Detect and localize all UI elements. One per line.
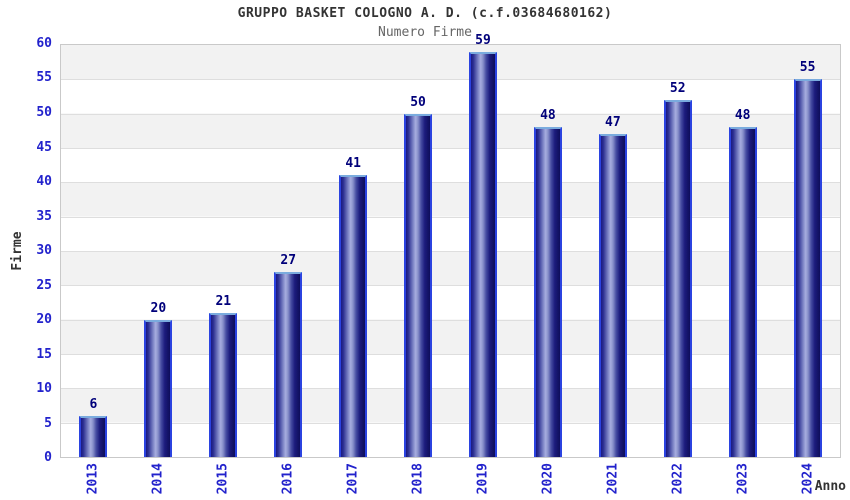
gridline	[61, 182, 840, 184]
x-tick-label: 2013	[85, 463, 101, 495]
bar-2020	[533, 127, 562, 457]
gridline	[61, 148, 840, 149]
bar-slot: 55	[775, 45, 840, 457]
bar-2024	[793, 79, 822, 457]
y-tick-label: 0	[44, 450, 52, 465]
x-tick-label: 2019	[475, 463, 491, 495]
bar-slot: 20	[126, 45, 191, 457]
bar-slot: 27	[256, 45, 321, 457]
y-tick-label: 5	[44, 415, 52, 431]
y-tick-label: 60	[36, 36, 52, 51]
gridline	[61, 113, 840, 115]
x-tick-label: 2016	[280, 463, 296, 495]
x-axis-tick-labels: 2013 2014 2015 2016 2017 2018 2019 2020 2021 2022…	[60, 463, 841, 500]
bar-slot: 41	[321, 45, 386, 457]
y-tick-label: 50	[36, 104, 52, 120]
gridline	[61, 388, 840, 390]
x-tick-label: 2023	[735, 463, 751, 495]
bar-value-label: 47	[605, 115, 621, 131]
bar-2023	[728, 127, 757, 457]
x-axis-title: Anno	[814, 479, 846, 494]
bar-slot: 48	[515, 45, 580, 457]
y-tick-label: 45	[36, 139, 52, 155]
x-tick-label: 2020	[540, 463, 556, 495]
bar-2015	[209, 312, 238, 457]
bar-slot: 47	[580, 45, 645, 457]
bar-2014	[144, 319, 173, 457]
bar-value-label: 41	[345, 156, 361, 172]
y-tick-label: 30	[36, 243, 52, 258]
bar-2019	[468, 51, 497, 457]
y-axis-tick-labels: 0 5 10 15 20 25 30 35 40 45 50 55 60	[0, 37, 52, 465]
gridline	[61, 216, 840, 218]
gridline	[61, 79, 840, 81]
y-tick-label: 35	[36, 208, 52, 224]
bar-2022	[663, 99, 692, 457]
bars-container: 6 20 21 27 41 50 59 48 47 52 48 55	[61, 33, 840, 457]
bar-value-label: 50	[410, 94, 426, 110]
bar-value-label: 6	[89, 396, 98, 412]
x-tick-label: 2017	[345, 463, 361, 495]
y-tick-label: 55	[36, 70, 52, 86]
x-tick-label: 2015	[215, 463, 231, 495]
chart-subtitle: Numero Firme	[378, 25, 472, 40]
bar-value-label: 21	[215, 293, 232, 309]
gridline	[61, 354, 840, 355]
x-tick-label: 2018	[410, 463, 426, 495]
y-tick-label: 15	[36, 346, 52, 362]
bar-value-label: 55	[799, 60, 816, 76]
bar-slot: 50	[386, 45, 451, 457]
bar-2017	[339, 175, 368, 457]
bar-value-label: 48	[734, 108, 751, 124]
gridline	[61, 422, 840, 424]
x-tick-label: 2022	[670, 463, 686, 495]
bar-value-label: 27	[280, 252, 297, 268]
y-tick-label: 20	[36, 311, 52, 327]
y-tick-label: 25	[36, 277, 52, 293]
x-tick-label: 2014	[150, 463, 166, 495]
bar-value-label: 52	[669, 80, 686, 96]
gridline	[61, 285, 840, 287]
bar-2018	[404, 113, 433, 457]
bar-2013	[79, 415, 108, 457]
plot-area: 6 20 21 27 41 50 59 48 47 52 48 55	[60, 33, 841, 458]
bar-slot: 6	[61, 45, 126, 457]
bar-value-label: 48	[540, 108, 556, 124]
chart-title: GRUPPO BASKET COLOGNO A. D. (c.f.0368468…	[237, 6, 613, 21]
bar-value-label: 20	[150, 300, 167, 316]
bar-value-label: 59	[475, 32, 491, 48]
bar-2016	[274, 271, 303, 457]
y-tick-label: 10	[36, 381, 52, 396]
bar-slot: 52	[645, 45, 710, 457]
x-tick-label: 2021	[605, 463, 621, 495]
bar-2021	[598, 134, 627, 457]
gridline	[61, 319, 840, 321]
gridline	[61, 251, 840, 252]
bar-slot: 59	[451, 33, 516, 457]
bar-slot: 21	[191, 45, 256, 457]
y-tick-label: 40	[36, 173, 52, 189]
bar-slot: 48	[710, 45, 775, 457]
